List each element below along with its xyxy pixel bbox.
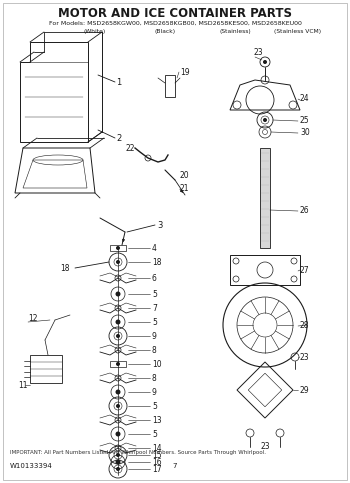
Circle shape	[116, 292, 120, 297]
Text: 18: 18	[60, 264, 70, 272]
Text: 2: 2	[116, 133, 121, 142]
Text: 5: 5	[152, 401, 157, 411]
Circle shape	[116, 260, 120, 264]
Text: 5: 5	[152, 317, 157, 327]
Circle shape	[116, 467, 120, 471]
Bar	[110, 361, 126, 367]
Text: 21: 21	[180, 184, 189, 193]
Text: 10: 10	[152, 359, 162, 369]
Circle shape	[116, 334, 120, 338]
Text: 18: 18	[152, 257, 161, 267]
Text: 24: 24	[300, 94, 310, 102]
Circle shape	[116, 362, 120, 366]
Bar	[230, 255, 300, 285]
Circle shape	[116, 404, 120, 408]
Bar	[30, 355, 62, 383]
Text: 20: 20	[180, 170, 190, 180]
Text: 29: 29	[300, 385, 310, 395]
Text: IMPORTANT: All Part Numbers Listed Are Whirlpool Numbers. Source Parts Through W: IMPORTANT: All Part Numbers Listed Are W…	[10, 450, 266, 455]
Text: 1: 1	[116, 77, 121, 86]
Text: 8: 8	[152, 345, 157, 355]
Text: 7: 7	[173, 463, 177, 469]
Circle shape	[263, 118, 267, 122]
Text: (Stainless VCM): (Stainless VCM)	[274, 28, 322, 33]
Text: 5: 5	[152, 429, 157, 439]
Circle shape	[263, 60, 267, 64]
Text: (Stainless): (Stainless)	[219, 28, 251, 33]
Circle shape	[116, 431, 120, 437]
Text: 6: 6	[152, 273, 157, 283]
Circle shape	[116, 389, 120, 395]
Text: 12: 12	[28, 313, 37, 323]
Text: 5: 5	[152, 289, 157, 298]
Circle shape	[116, 459, 120, 465]
Text: 7: 7	[152, 303, 157, 313]
Text: 16: 16	[152, 457, 162, 467]
Text: 14: 14	[152, 443, 162, 453]
Text: 19: 19	[180, 68, 190, 76]
Bar	[165, 75, 175, 97]
Text: (White): (White)	[84, 28, 106, 33]
Bar	[260, 148, 270, 248]
Text: 23: 23	[253, 47, 262, 57]
Circle shape	[116, 319, 120, 325]
Text: (Black): (Black)	[154, 28, 176, 33]
Text: 3: 3	[157, 221, 162, 229]
Bar	[110, 245, 126, 251]
Text: 26: 26	[300, 205, 310, 214]
Circle shape	[116, 453, 120, 457]
Text: 15: 15	[152, 451, 162, 459]
Text: 4: 4	[152, 243, 157, 253]
Text: 25: 25	[300, 115, 310, 125]
Text: 17: 17	[152, 465, 162, 473]
Text: 22: 22	[125, 143, 134, 153]
Text: MOTOR AND ICE CONTAINER PARTS: MOTOR AND ICE CONTAINER PARTS	[58, 6, 292, 19]
Circle shape	[116, 246, 120, 250]
Text: 23: 23	[300, 353, 310, 361]
Text: 30: 30	[300, 128, 310, 137]
Text: 9: 9	[152, 331, 157, 341]
Text: 9: 9	[152, 387, 157, 397]
Text: 27: 27	[300, 266, 310, 274]
Text: For Models: MSD2658KGW00, MSD2658KGB00, MSD2658KES00, MSD2658KEU00: For Models: MSD2658KGW00, MSD2658KGB00, …	[49, 20, 301, 26]
Text: 28: 28	[300, 321, 309, 329]
Text: 13: 13	[152, 415, 162, 425]
Text: W10133394: W10133394	[10, 463, 53, 469]
Text: 8: 8	[152, 373, 157, 383]
Text: 23: 23	[260, 441, 270, 451]
Text: 11: 11	[18, 381, 28, 389]
